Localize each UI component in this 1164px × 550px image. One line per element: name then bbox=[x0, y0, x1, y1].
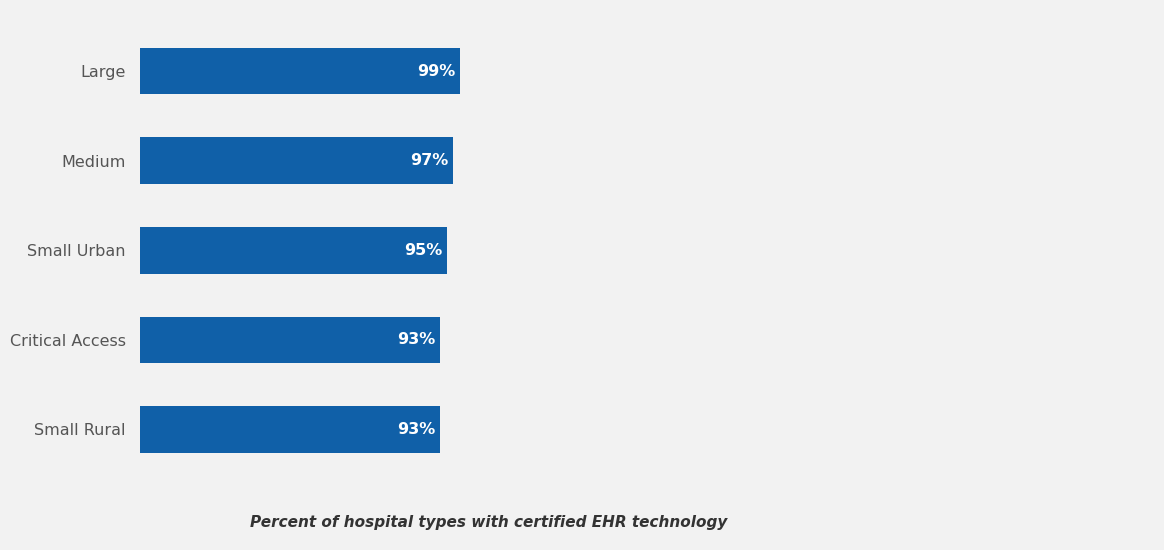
Text: Percent of hospital types with certified EHR technology: Percent of hospital types with certified… bbox=[250, 515, 728, 530]
Text: 99%: 99% bbox=[417, 64, 455, 79]
Bar bbox=[140, 48, 460, 95]
Text: 93%: 93% bbox=[397, 332, 435, 348]
Text: 95%: 95% bbox=[404, 243, 442, 258]
Bar bbox=[140, 138, 453, 184]
Text: 93%: 93% bbox=[397, 422, 435, 437]
Bar bbox=[140, 406, 440, 453]
Bar bbox=[140, 227, 447, 273]
Text: 97%: 97% bbox=[410, 153, 448, 168]
Bar bbox=[140, 317, 440, 363]
